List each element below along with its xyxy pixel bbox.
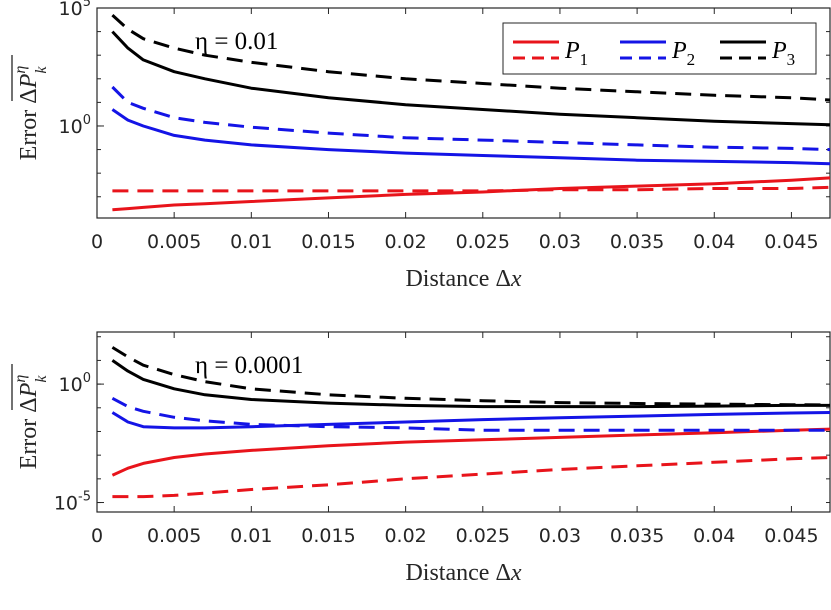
x-tick-label: 0.02 <box>384 231 426 253</box>
x-tick-label: 0.035 <box>610 231 664 253</box>
x-tick-label: 0.005 <box>147 525 201 547</box>
y-tick-label: 100 <box>59 113 91 138</box>
x-tick-label: 0.035 <box>610 525 664 547</box>
x-tick-label: 0.015 <box>301 525 355 547</box>
x-tick-label: 0.03 <box>539 231 581 253</box>
x-tick-label: 0.02 <box>384 525 426 547</box>
series-P2-solid <box>111 411 831 430</box>
eta-annotation: η = 0.0001 <box>195 352 303 379</box>
y-axis-label: Error ΔPη k <box>11 55 50 161</box>
legend-label: P3 <box>771 38 795 69</box>
panel-bottom: 0 0.005 0.01 0.015 0.02 0.025 0.03 0.035 0.04 0.0… <box>11 331 831 586</box>
series-P1-solid <box>112 176 831 212</box>
x-tick-label: 0.025 <box>456 231 510 253</box>
series-P3-dashed <box>111 13 831 102</box>
series-P3-solid <box>111 30 831 127</box>
panel-top: 0 0.005 0.01 0.015 0.02 0.025 0.03 0.035 0.04 0.0… <box>11 0 831 292</box>
series-P1-dashed <box>112 456 831 499</box>
y-tick-label: 105 <box>59 0 91 20</box>
y-tick-label: 100 <box>59 371 91 396</box>
legend-entry-1: P1 <box>513 38 588 69</box>
eta-annotation: η = 0.01 <box>195 28 278 55</box>
y-axis-label: Error ΔPη k <box>11 364 50 470</box>
axes-box <box>96 331 831 513</box>
axes-box <box>96 7 831 219</box>
series-P3-solid <box>111 359 830 409</box>
legend-box <box>502 22 817 75</box>
x-axis-label: Distance Δx <box>405 266 521 292</box>
x-tick-label: 0.04 <box>693 231 735 253</box>
series-P1-solid <box>111 427 831 477</box>
x-tick-label: 0.045 <box>764 525 818 547</box>
legend-entry-3: P3 <box>720 38 795 69</box>
x-tick-label: 0.025 <box>456 525 510 547</box>
x-tick-label: 0.01 <box>230 231 272 253</box>
y-tick-label: 10-5 <box>54 490 91 515</box>
x-tick-label: 0.015 <box>301 231 355 253</box>
series-P3-dashed <box>111 346 831 407</box>
series-P2-solid <box>111 108 831 166</box>
y-axis-label-text: Error ΔPη k <box>12 375 50 470</box>
x-tick-label: 0.04 <box>693 525 735 547</box>
x-tick-label: 0.005 <box>147 231 201 253</box>
series-P1-dashed <box>112 185 831 193</box>
x-tick-label: 0.045 <box>764 231 818 253</box>
x-axis-label: Distance Δx <box>405 560 521 586</box>
x-tick-label: 0 <box>91 525 103 547</box>
legend-label: P2 <box>671 38 695 69</box>
y-axis-label-text: Error ΔPη k <box>12 66 50 161</box>
x-tick-label: 0 <box>91 231 103 253</box>
legend-entry-2: P2 <box>620 38 695 69</box>
x-tick-label: 0.03 <box>539 525 581 547</box>
series-P2-dashed <box>111 396 830 432</box>
x-tick-label: 0.01 <box>230 525 272 547</box>
legend-label: P1 <box>564 38 588 69</box>
series-P2-dashed <box>111 85 831 152</box>
legend: P1 P2 P3 <box>502 22 817 75</box>
